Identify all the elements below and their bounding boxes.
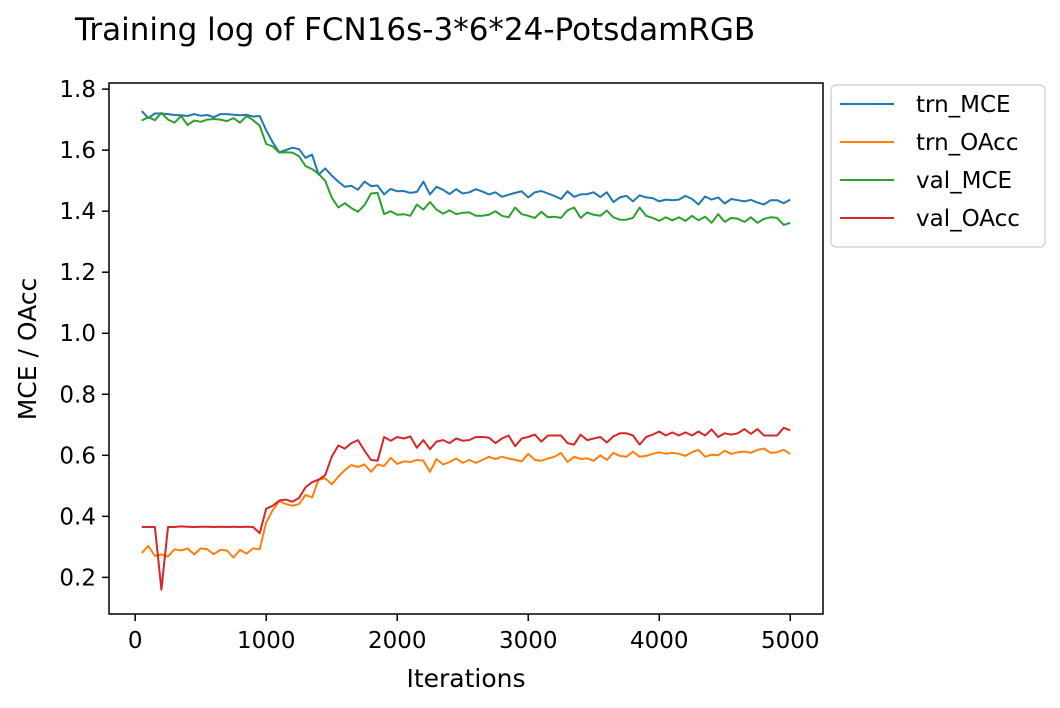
x-axis: 0 1000 2000 3000 4000 5000 [128, 614, 820, 654]
chart-title: Training log of FCN16s-3*6*24-PotsdamRGB [74, 12, 755, 48]
series-line-trn-oacc [141, 447, 791, 559]
legend-label-val-mce: val_MCE [916, 168, 1012, 194]
y-tick-label: 0.4 [59, 504, 96, 530]
plot-area [141, 110, 791, 591]
x-tick-label: 2000 [368, 628, 427, 654]
legend: trn_MCE trn_OAcc val_MCE val_OAcc [830, 84, 1046, 248]
legend-frame [830, 84, 1046, 248]
legend-label-trn-mce: trn_MCE [916, 92, 1011, 118]
y-tick-label: 0.2 [59, 565, 96, 591]
y-tick-label: 1.2 [59, 260, 96, 286]
series-line-val-oacc [141, 426, 791, 591]
y-tick-label: 1.4 [59, 199, 96, 225]
y-axis: 0.2 0.4 0.6 0.8 1.0 1.2 1.4 1.6 1.8 [59, 77, 109, 591]
x-axis-label: Iterations [406, 664, 525, 693]
y-axis-label: MCE / OAcc [13, 278, 42, 421]
x-tick-label: 4000 [630, 628, 689, 654]
legend-label-trn-oacc: trn_OAcc [916, 130, 1018, 156]
x-tick-label: 1000 [237, 628, 296, 654]
y-tick-label: 0.8 [59, 382, 96, 408]
x-tick-label: 0 [128, 628, 143, 654]
series-line-trn-mce [141, 110, 791, 206]
y-tick-label: 0.6 [59, 443, 96, 469]
series-line-val-mce [141, 111, 791, 226]
y-tick-label: 1.6 [59, 138, 96, 164]
x-tick-label: 5000 [761, 628, 820, 654]
x-tick-label: 3000 [499, 628, 558, 654]
legend-label-val-oacc: val_OAcc [916, 206, 1020, 232]
y-tick-label: 1.8 [59, 77, 96, 103]
plot-frame [108, 82, 824, 615]
y-tick-label: 1.0 [59, 321, 96, 347]
